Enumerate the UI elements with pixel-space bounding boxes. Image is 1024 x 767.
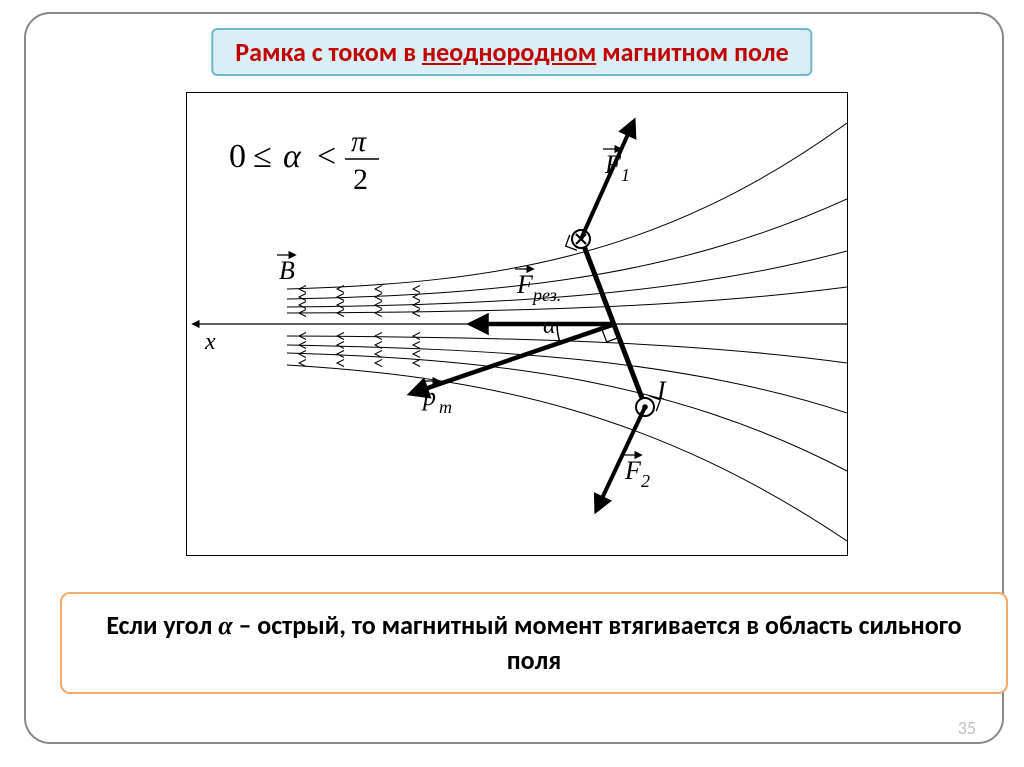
- svg-text:≤: ≤: [253, 138, 272, 175]
- svg-text:p: p: [421, 382, 436, 411]
- svg-text:0: 0: [229, 138, 246, 175]
- caption-alpha: α: [218, 611, 232, 640]
- svg-text:F: F: [624, 456, 642, 485]
- svg-text:x: x: [204, 329, 216, 355]
- svg-text:рез.: рез.: [531, 285, 561, 305]
- svg-text:2: 2: [641, 471, 650, 491]
- title-post: магнитном поле: [596, 36, 788, 68]
- physics-diagram: xBF1F2Fрез.pmIα0≤α<π2: [187, 93, 847, 555]
- caption-box: Если угол α – острый, то магнитный момен…: [60, 592, 1008, 694]
- svg-text:<: <: [317, 138, 336, 175]
- caption-pre: Если угол: [106, 609, 218, 641]
- caption-post: – острый, то магнитный момент втягиваетс…: [233, 609, 962, 676]
- svg-text:F: F: [516, 270, 534, 299]
- diagram-frame: xBF1F2Fрез.pmIα0≤α<π2: [186, 92, 848, 556]
- title-pre: Рамка с током в: [235, 36, 422, 68]
- svg-text:α: α: [283, 138, 302, 175]
- svg-text:I: I: [656, 376, 667, 405]
- svg-text:α: α: [543, 313, 556, 339]
- svg-text:π: π: [351, 125, 367, 158]
- svg-text:B: B: [279, 256, 295, 285]
- title-underline: неоднородном: [422, 36, 596, 68]
- title-box: Рамка с током в неоднородном магнитном п…: [211, 28, 812, 76]
- svg-text:2: 2: [353, 163, 368, 196]
- svg-text:m: m: [439, 397, 452, 417]
- page-number: 35: [958, 717, 976, 739]
- slide: Рамка с током в неоднородном магнитном п…: [0, 0, 1024, 767]
- svg-text:F: F: [604, 150, 622, 179]
- svg-text:1: 1: [621, 165, 630, 185]
